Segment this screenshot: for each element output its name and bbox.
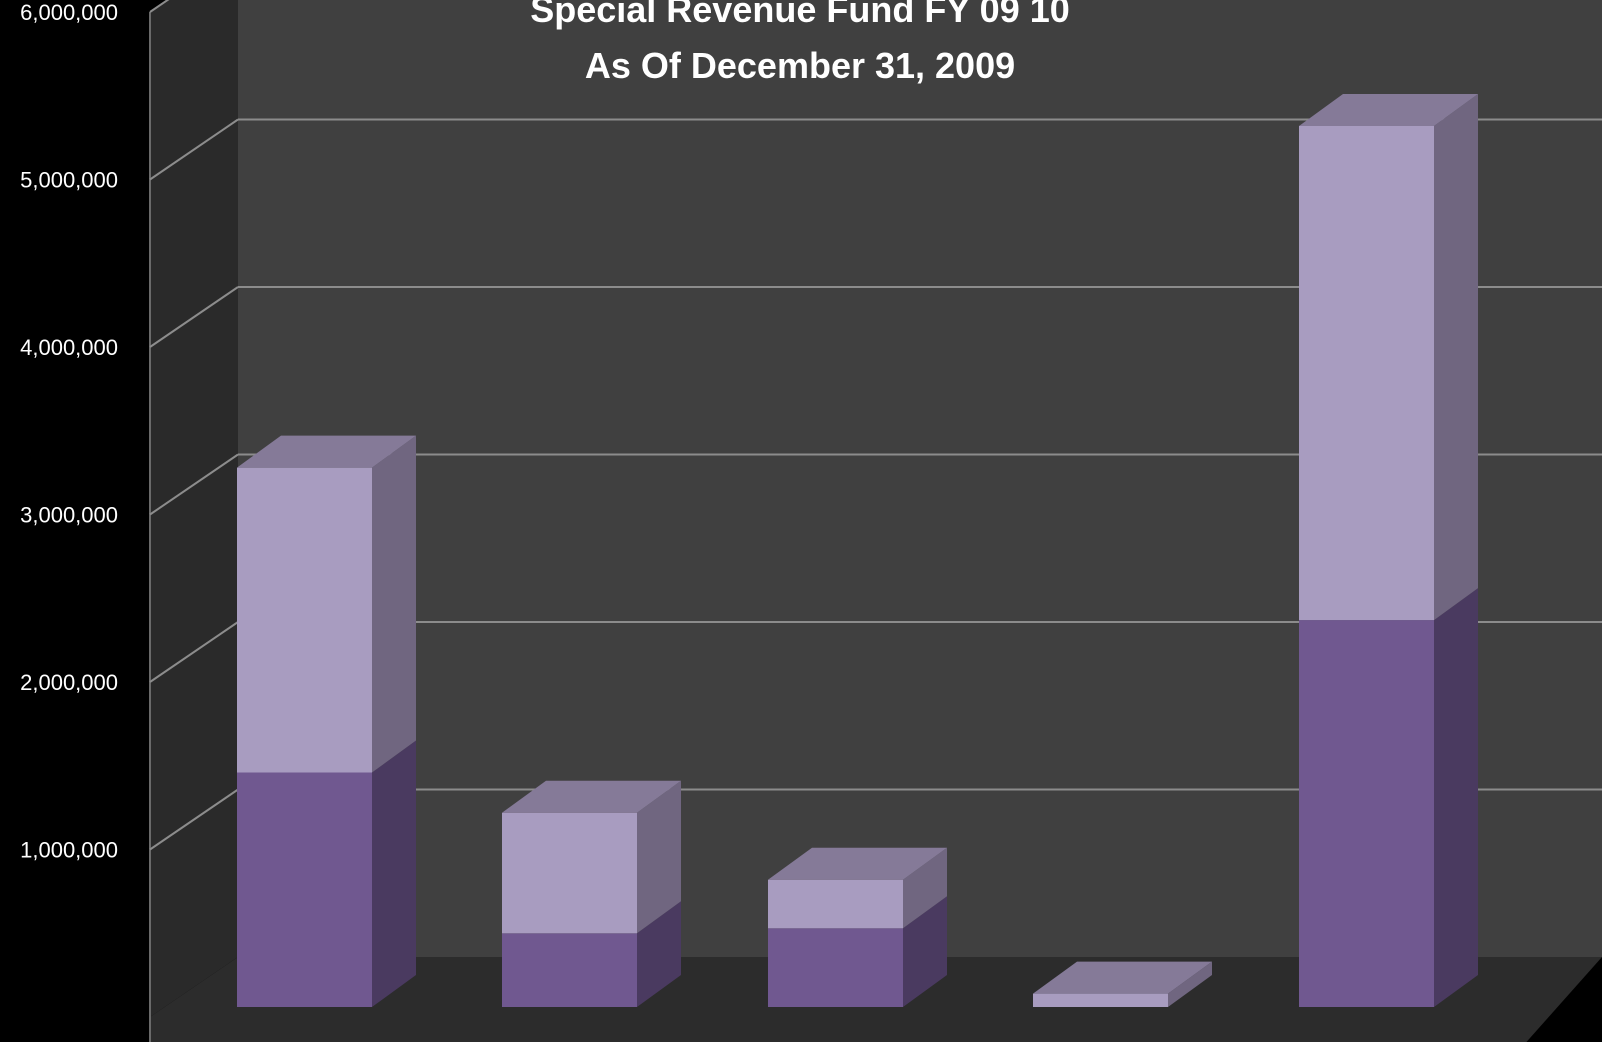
bar-top xyxy=(1033,961,1212,994)
bars xyxy=(237,93,1478,1007)
gridline-diag-5 xyxy=(149,788,239,851)
bar-series-1 xyxy=(502,933,637,1007)
bar-side-series-1 xyxy=(372,740,416,1007)
gridline-diag-1 xyxy=(149,118,239,181)
bar-series-1 xyxy=(237,772,372,1007)
gridline-diag-4 xyxy=(149,621,239,683)
bar-series-2 xyxy=(502,812,637,934)
y-tick-label: 3,000,000 xyxy=(20,503,118,528)
bar-top xyxy=(237,435,416,468)
y-tick-label: 6,000,000 xyxy=(20,0,118,25)
bar-group xyxy=(1033,961,1212,1007)
gridline-diag-2 xyxy=(149,286,239,348)
bar-group xyxy=(1299,93,1478,1007)
y-tick-label: 5,000,000 xyxy=(20,168,118,193)
plot-background xyxy=(149,0,1602,1042)
bar-side-series-2 xyxy=(1434,93,1478,621)
bar-side-series-2 xyxy=(1168,961,1212,1007)
bar-series-2 xyxy=(1299,125,1434,621)
y-tick-label: 1,000,000 xyxy=(20,838,118,863)
bar-group xyxy=(237,435,416,1007)
bar-side-series-2 xyxy=(637,780,681,934)
bar-side-series-2 xyxy=(372,435,416,773)
y-tick-label: 4,000,000 xyxy=(20,335,118,360)
y-tick-label: 2,000,000 xyxy=(20,670,118,695)
back-wall xyxy=(238,0,1602,957)
bar-side-series-2 xyxy=(903,847,947,929)
bar-series-2 xyxy=(768,879,903,929)
bar-top xyxy=(768,847,947,880)
y-tick-labels: 6,000,000 5,000,000 4,000,000 3,000,000 2,00… xyxy=(20,0,118,863)
bar-top xyxy=(1299,93,1478,126)
bar-series-2 xyxy=(1033,993,1168,1007)
bar-top xyxy=(502,780,681,813)
bar-group xyxy=(502,780,681,1007)
bar-series-2 xyxy=(237,467,372,773)
bar-series-1 xyxy=(768,928,903,1007)
bar-group xyxy=(768,847,947,1007)
bar-series-1 xyxy=(1299,620,1434,1007)
chart-subtitle: As Of December 31, 2009 xyxy=(585,45,1015,86)
gridline-diag-3 xyxy=(149,453,239,516)
bar-side-series-1 xyxy=(637,901,681,1007)
bar-side-series-1 xyxy=(903,896,947,1007)
bar-side-series-1 xyxy=(1434,588,1478,1007)
side-wall xyxy=(150,0,238,1017)
chart-title: Special Revenue Fund FY 09 10 xyxy=(530,0,1070,30)
gridline-diag-0 xyxy=(149,0,170,13)
